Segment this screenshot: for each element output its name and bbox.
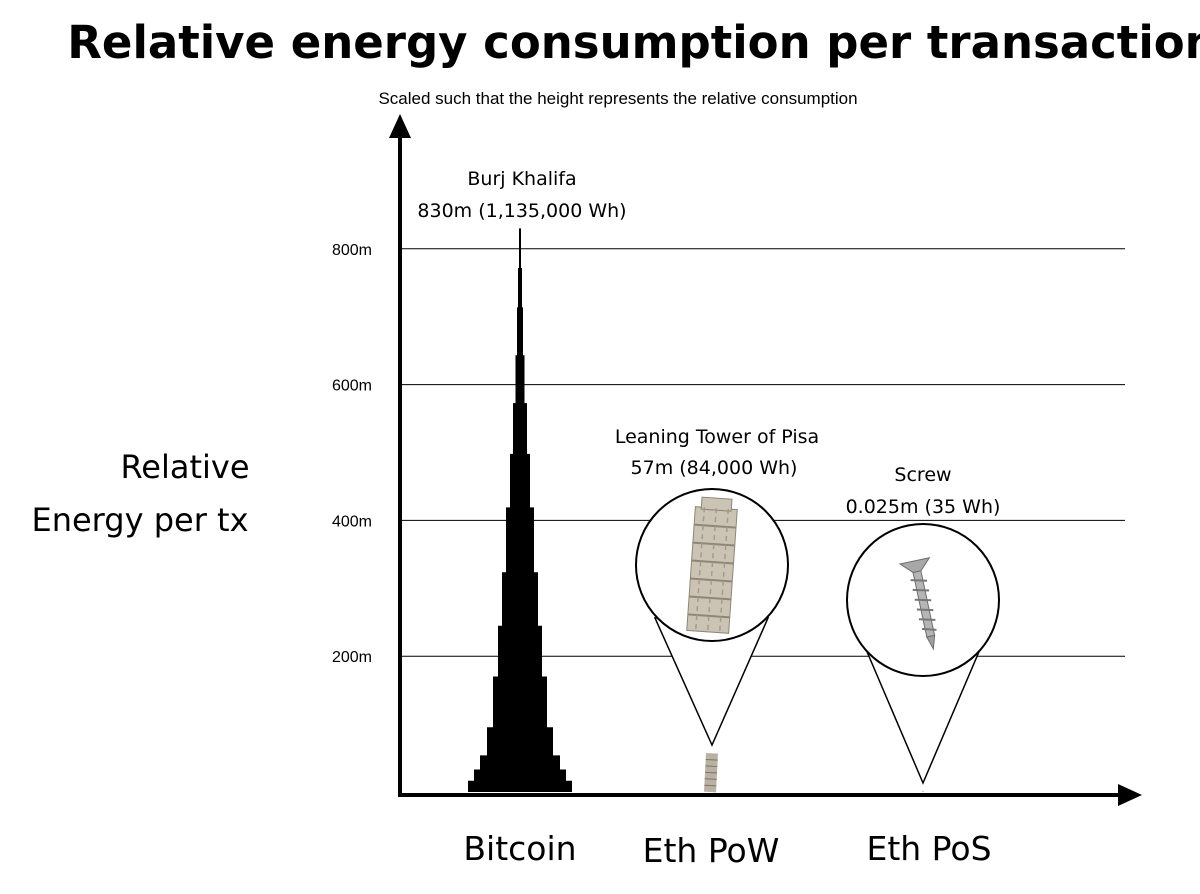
chart-title: Relative energy consumption per transact…	[67, 16, 1200, 69]
bitcoin-annotation-value: 830m (1,135,000 Wh)	[417, 200, 626, 222]
y-tick-label: 600m	[332, 378, 372, 395]
leaning-tower-icon	[686, 496, 738, 634]
x-axis	[398, 784, 1142, 806]
y-axis	[389, 114, 411, 795]
eth-pos-annotation-value: 0.025m (35 Wh)	[846, 496, 1001, 518]
chart-subtitle: Scaled such that the height represents t…	[378, 89, 857, 108]
eth-pos-annotation-name: Screw	[894, 464, 951, 486]
y-tick-label: 400m	[332, 513, 372, 530]
y-axis-arrow-icon	[389, 114, 411, 138]
bar-eth-pow-pisa	[704, 753, 719, 793]
y-axis-label-line-1: Relative	[120, 448, 249, 486]
screw-callout	[846, 523, 1000, 785]
x-axis-arrow-icon	[1118, 784, 1142, 806]
bars	[468, 228, 924, 793]
y-tick-label: 800m	[332, 242, 372, 259]
y-tick-labels: 200m 400m 600m 800m	[332, 242, 372, 666]
screw-icon	[898, 557, 937, 651]
x-label-eth-pow: Eth PoW	[643, 831, 780, 870]
y-tick-label: 200m	[332, 649, 372, 666]
bitcoin-annotation-name: Burj Khalifa	[467, 168, 576, 190]
pisa-callout	[635, 488, 789, 747]
eth-pow-annotation-name: Leaning Tower of Pisa	[615, 426, 819, 448]
bar-eth-pos-screw	[922, 791, 924, 792]
x-label-eth-pos: Eth PoS	[866, 829, 991, 868]
x-label-bitcoin: Bitcoin	[463, 829, 576, 868]
bar-bitcoin-burj-khalifa	[468, 228, 572, 792]
eth-pow-annotation-value: 57m (84,000 Wh)	[631, 457, 798, 479]
y-axis-label-line-2: Energy per tx	[31, 501, 248, 539]
